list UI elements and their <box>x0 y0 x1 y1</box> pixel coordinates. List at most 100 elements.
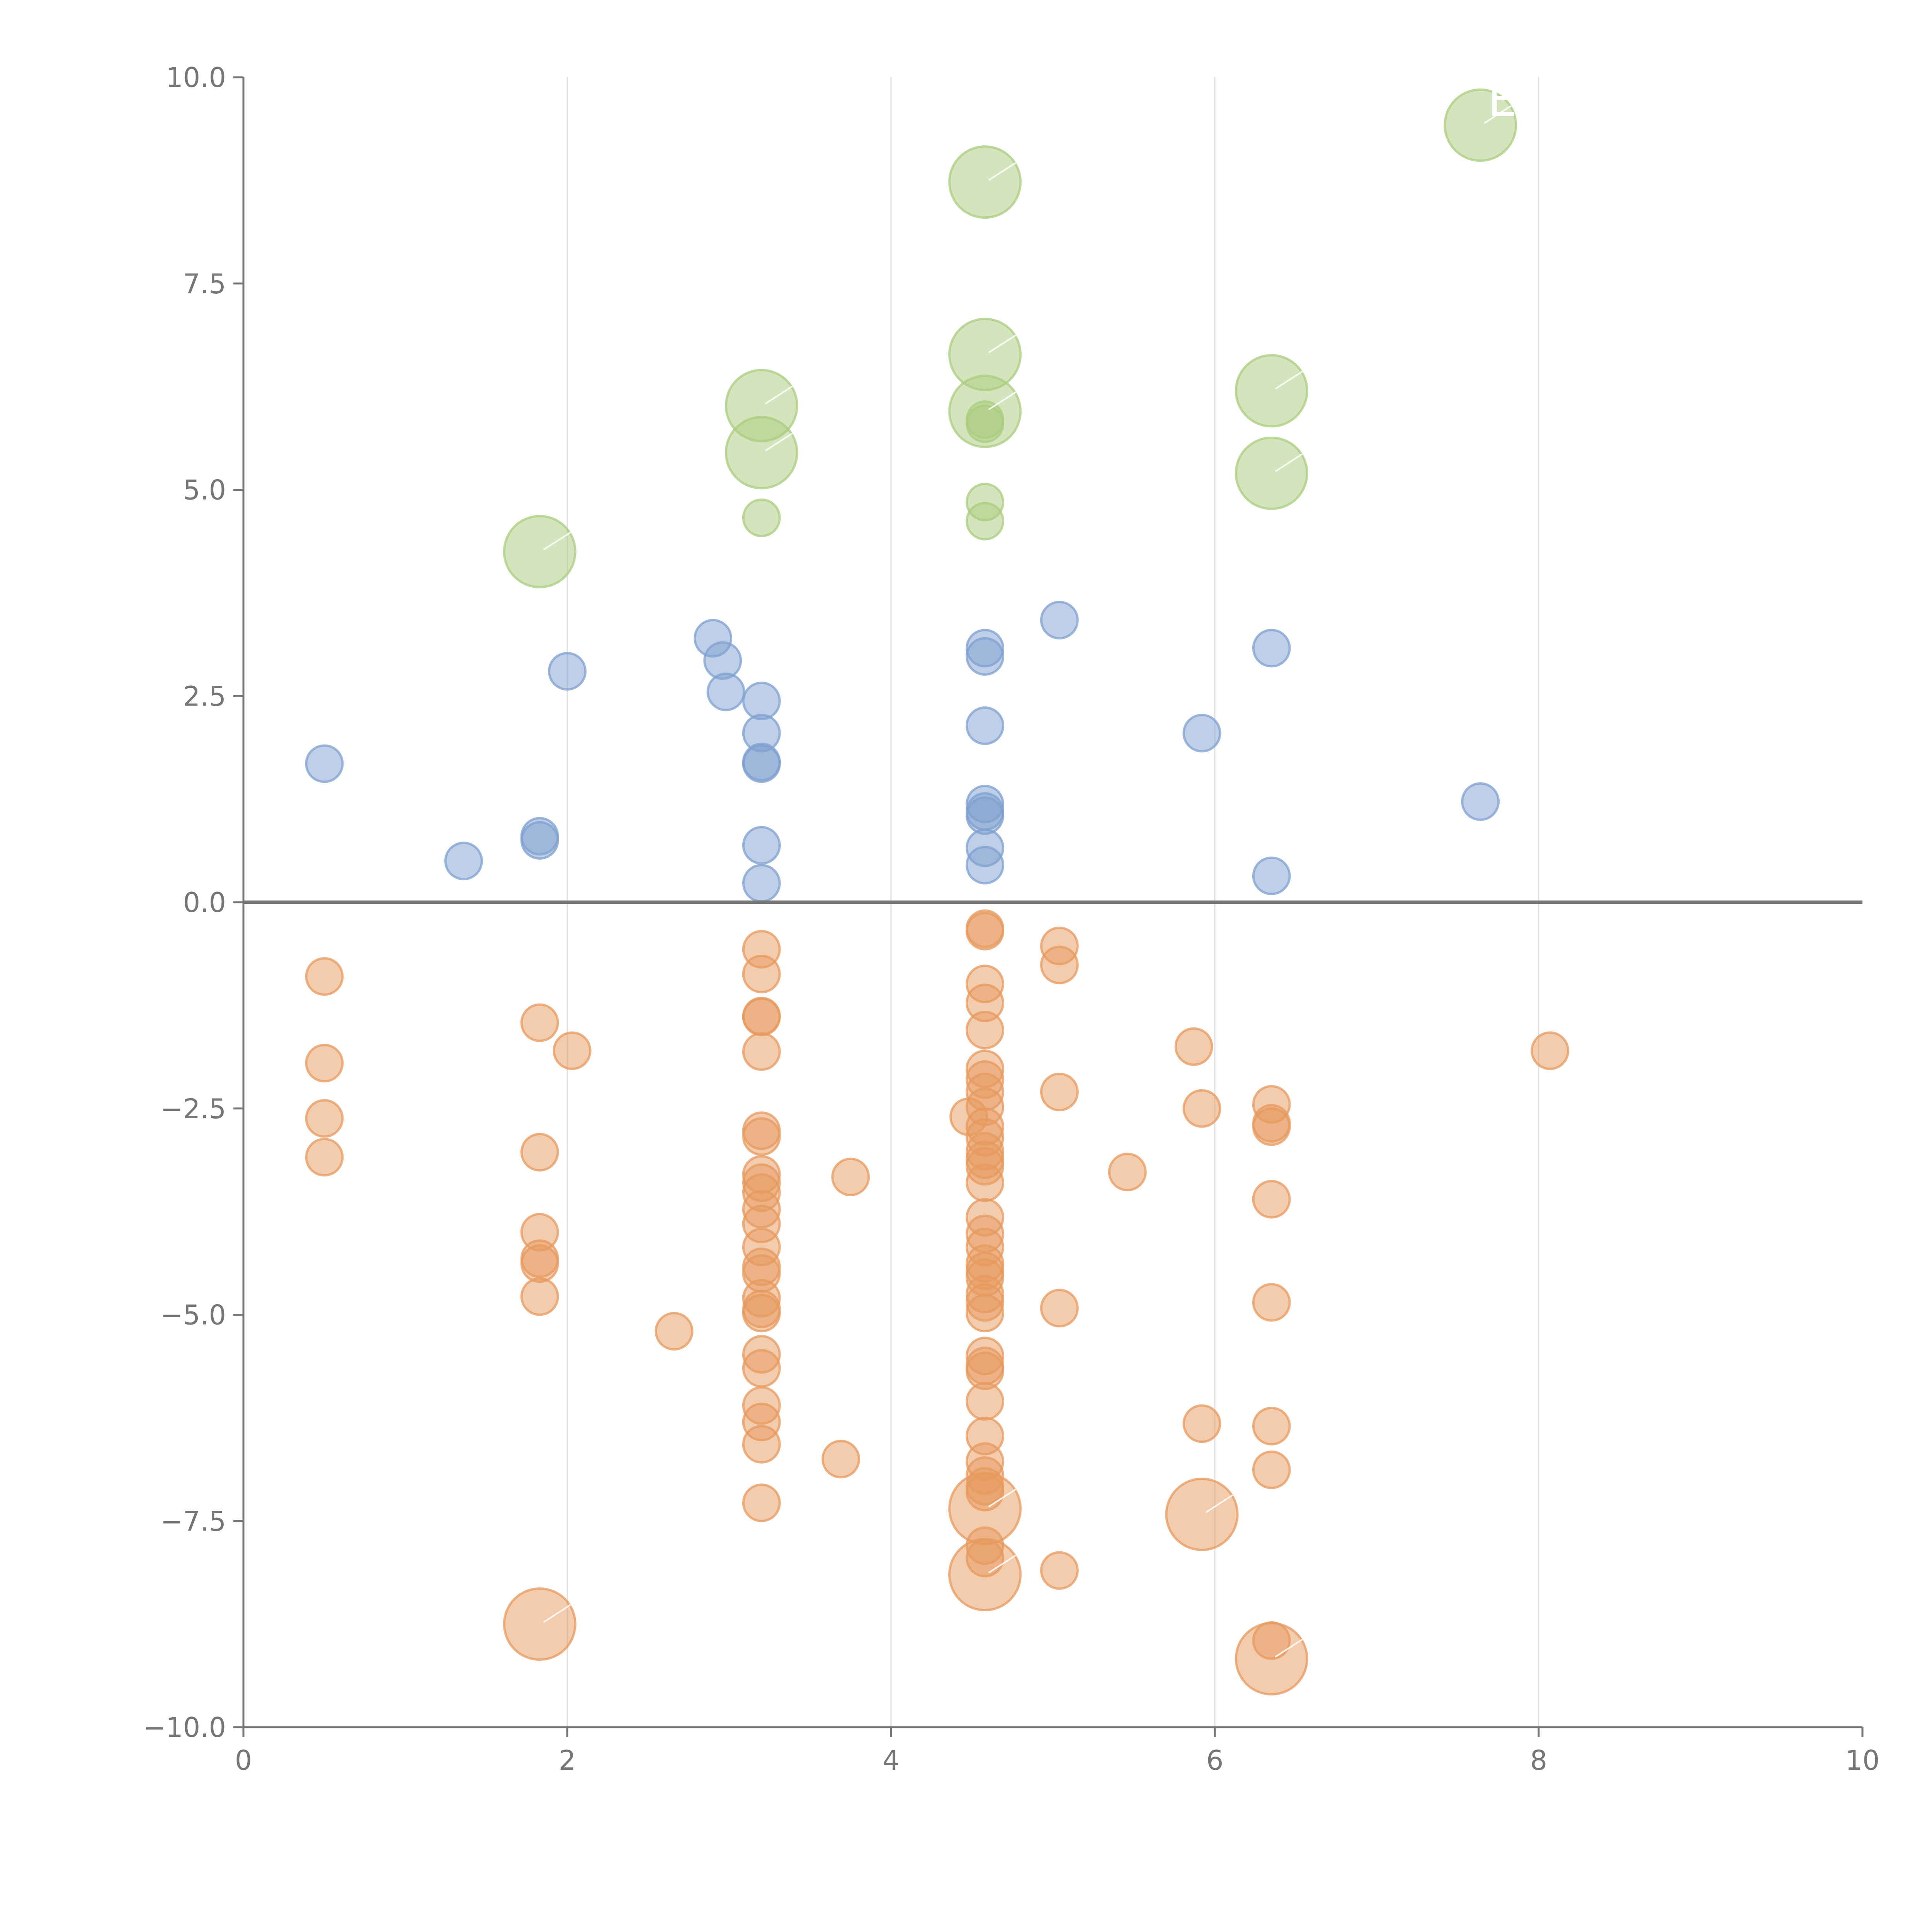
data-point-positive-3 <box>520 821 559 860</box>
data-point-positive-0 <box>305 744 344 783</box>
leader-line-negative-11 <box>543 1604 571 1623</box>
data-point-negative-44 <box>966 1010 1005 1049</box>
data-point-highlight-10 <box>966 502 1005 541</box>
leader-layer <box>543 105 1512 1658</box>
data-point-highlight-13 <box>1444 88 1517 162</box>
data-point-positive-11 <box>742 744 781 783</box>
data-point-negative-11 <box>503 1587 577 1661</box>
data-point-negative-89 <box>1252 1107 1291 1146</box>
data-point-negative-79 <box>1040 1073 1079 1112</box>
data-point-positive-22 <box>1040 600 1079 639</box>
y-tick-label: −10.0 <box>143 1712 226 1743</box>
data-point-positive-8 <box>742 682 781 721</box>
data-point-negative-2 <box>305 1099 344 1138</box>
leader-line-highlight-12 <box>1275 453 1303 472</box>
x-tick-label: 10 <box>1845 1745 1879 1776</box>
data-point-negative-91 <box>1252 1283 1291 1322</box>
leader-line-highlight-6 <box>988 391 1017 410</box>
leader-line-negative-73 <box>988 1488 1017 1507</box>
data-point-negative-3 <box>305 1138 344 1177</box>
data-point-positive-13 <box>742 864 781 903</box>
data-point-positive-23 <box>1182 714 1221 753</box>
data-point-positive-1 <box>444 842 483 881</box>
data-point-negative-17 <box>742 1032 781 1071</box>
data-point-negative-30 <box>742 1294 781 1333</box>
data-point-highlight-12 <box>1235 436 1308 510</box>
data-point-positive-19 <box>966 796 1005 835</box>
leader-line-highlight-4 <box>988 162 1017 181</box>
y-tick-label: 0.0 <box>183 887 226 918</box>
leader-line-highlight-11 <box>1275 371 1303 389</box>
x-tick-label: 6 <box>1206 1745 1224 1776</box>
data-point-negative-85 <box>1182 1404 1221 1443</box>
y-tick-label: 10.0 <box>166 62 226 94</box>
data-point-negative-0 <box>305 957 344 996</box>
data-point-highlight-0 <box>503 515 577 588</box>
data-point-negative-95 <box>1235 1622 1308 1696</box>
data-point-positive-7 <box>706 672 745 711</box>
leader-line-negative-76 <box>988 1554 1017 1573</box>
data-point-negative-14 <box>742 954 781 993</box>
data-point-negative-19 <box>742 1117 781 1156</box>
leader-line-negative-86 <box>1205 1494 1233 1513</box>
data-point-negative-9 <box>520 1244 559 1283</box>
leader-line-highlight-2 <box>765 432 793 452</box>
data-point-negative-32 <box>742 1349 781 1388</box>
data-point-positive-15 <box>966 637 1005 676</box>
leader-line-negative-95 <box>1275 1639 1303 1658</box>
data-point-negative-92 <box>1252 1406 1291 1446</box>
data-point-negative-54 <box>966 1163 1005 1202</box>
data-point-positive-4 <box>548 652 587 691</box>
data-point-highlight-3 <box>742 498 781 537</box>
data-point-positive-24 <box>1252 629 1291 668</box>
leader-line-highlight-1 <box>765 386 793 405</box>
data-point-negative-10 <box>520 1277 559 1316</box>
label-layer: E <box>1488 73 1517 127</box>
data-point-negative-93 <box>1252 1450 1291 1489</box>
data-point-highlight-2 <box>724 416 798 490</box>
data-point-negative-83 <box>1174 1027 1213 1066</box>
data-point-highlight-11 <box>1235 354 1308 428</box>
data-point-positive-26 <box>1461 782 1500 821</box>
leader-line-highlight-0 <box>543 531 571 551</box>
y-tick-label: −2.5 <box>160 1093 226 1125</box>
data-point-highlight-8 <box>966 404 1005 443</box>
data-point-positive-25 <box>1252 856 1291 895</box>
data-point-negative-16 <box>742 997 781 1036</box>
data-point-negative-67 <box>966 1382 1005 1421</box>
data-point-negative-82 <box>1108 1153 1147 1192</box>
data-point-negative-84 <box>1182 1089 1221 1128</box>
data-point-negative-41 <box>966 912 1005 951</box>
data-point-negative-78 <box>1040 946 1079 985</box>
y-tick-label: 5.0 <box>183 474 226 506</box>
data-point-negative-90 <box>1252 1180 1291 1219</box>
data-point-positive-12 <box>742 826 781 865</box>
data-point-negative-4 <box>520 1003 559 1042</box>
y-tick-label: 7.5 <box>183 268 226 300</box>
data-point-negative-96 <box>1531 1031 1570 1070</box>
y-tick-label: 2.5 <box>183 680 226 712</box>
data-point-negative-80 <box>1040 1289 1079 1328</box>
x-tick-label: 0 <box>235 1745 252 1776</box>
y-tick-label: −7.5 <box>160 1505 226 1537</box>
data-point-highlight-4 <box>948 145 1022 219</box>
data-point-positive-16 <box>966 706 1005 745</box>
data-point-negative-76 <box>948 1538 1022 1612</box>
data-point-negative-36 <box>742 1483 781 1522</box>
y-tick-label: −5.0 <box>160 1299 226 1331</box>
data-point-negative-38 <box>831 1157 870 1196</box>
leader-line-highlight-13 <box>1484 105 1512 124</box>
axis-layer: 10.0 7.5 5.0 2.5 0.0 −2.5 −5.0 −7.5 −10.0 0 2 4 6 8 10 <box>143 62 1879 1776</box>
data-point-negative-81 <box>1040 1551 1079 1590</box>
x-tick-label: 8 <box>1530 1745 1548 1776</box>
data-point-negative-63 <box>966 1294 1005 1333</box>
data-point-negative-37 <box>821 1440 861 1479</box>
data-point-negative-35 <box>742 1425 781 1464</box>
data-point-negative-5 <box>553 1031 592 1070</box>
data-point-negative-1 <box>305 1044 344 1083</box>
x-tick-label: 4 <box>883 1745 900 1776</box>
data-point-negative-12 <box>655 1312 694 1351</box>
x-tick-label: 2 <box>559 1745 576 1776</box>
